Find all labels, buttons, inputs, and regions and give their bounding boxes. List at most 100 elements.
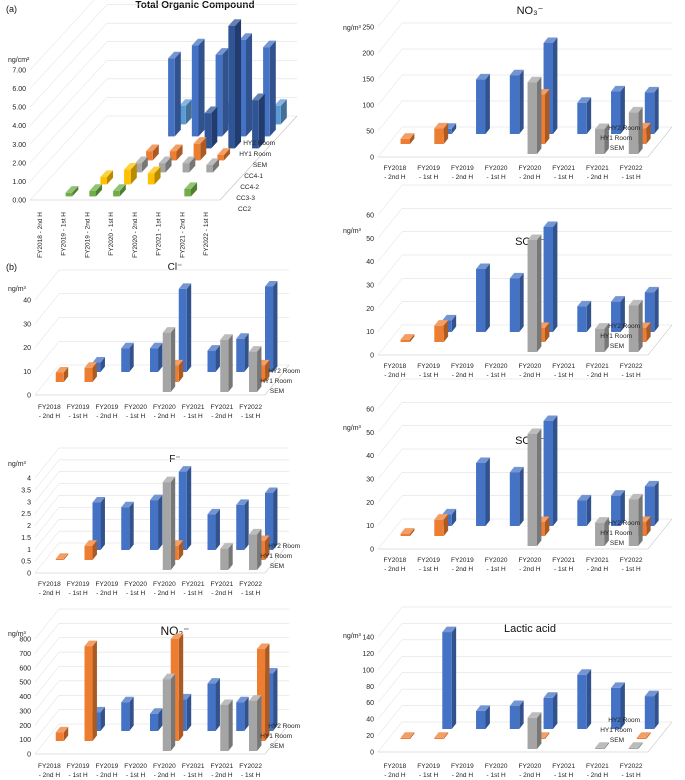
bar-cc3-3 [124, 162, 137, 185]
bar-top [220, 699, 233, 705]
bar-cc2 [89, 184, 103, 197]
bar-front [204, 113, 212, 149]
bar-cc4-2 [158, 156, 172, 173]
bar-side [213, 158, 220, 173]
bar-side [519, 69, 524, 134]
bar-top [215, 48, 229, 55]
bar-top [207, 678, 220, 684]
bar-side [410, 528, 415, 536]
bar-hy2-room [644, 86, 659, 134]
bar-sem [162, 673, 176, 751]
bar-side [451, 508, 457, 526]
y-tick-label: 0 [370, 547, 374, 554]
y-tick-label: 400 [19, 694, 31, 701]
series-label: HY1 Room [600, 727, 632, 734]
y-tick-label: 200 [19, 723, 31, 730]
gridline-side [377, 22, 403, 54]
bar-front [400, 737, 410, 739]
chart-lactic-acid: Lactic acid ng/m³ 0 20 40 60 80 100 120 140 FY2018… [343, 606, 673, 779]
bar-top [628, 106, 643, 113]
bar-side [141, 156, 148, 173]
bar-front [476, 463, 486, 526]
gridline-side [377, 639, 403, 671]
bar-top [207, 345, 220, 351]
bar-front [476, 269, 486, 332]
bar-front [595, 747, 605, 749]
series-label: HY1 Room [600, 333, 632, 340]
bar-side [265, 359, 270, 382]
x-tick-label: FY2021- 1st H [182, 581, 205, 597]
bar-hy1-room [434, 122, 449, 144]
bar-side [186, 693, 192, 731]
bar-hy2-room [121, 696, 134, 731]
x-tick-label: FY2018- 2nd H [383, 363, 406, 379]
y-tick-label: 100 [362, 667, 374, 674]
bar-hy2-room [236, 696, 249, 731]
bar-top [207, 508, 220, 515]
y-tick-label: 2.5 [21, 511, 31, 518]
bar-top [644, 480, 659, 487]
x-tick-label: FY2021- 2nd H [586, 363, 609, 379]
bar-top [84, 640, 97, 647]
x-tick-label: FY2018 - 2nd H [37, 212, 44, 258]
bar-top [442, 314, 457, 321]
bar-top [150, 342, 163, 349]
bar-front [179, 105, 186, 125]
bar-front [228, 25, 235, 149]
bar-front [215, 54, 223, 137]
gridline-side [34, 364, 60, 396]
bar-side [646, 122, 651, 144]
chart-title: Cl⁻ [168, 262, 183, 273]
bar-hy2-room [178, 466, 192, 550]
bar-top [434, 514, 449, 520]
bar-side [646, 732, 651, 739]
series-label: HY1 Room [239, 151, 271, 158]
bar-sem [252, 93, 265, 149]
bar-front [191, 45, 199, 137]
bar-hy2-room [476, 705, 490, 729]
bar-front [636, 737, 647, 739]
y-tick-label: 60 [366, 213, 374, 220]
bar-top [434, 320, 449, 326]
bar-side [107, 170, 114, 185]
bar-side [638, 493, 643, 546]
bar-side [451, 314, 457, 332]
bar-front [84, 646, 93, 741]
bar-sem [628, 106, 643, 154]
gridline-side [377, 100, 403, 132]
series-label: CC4-1 [244, 173, 263, 180]
bar-sem [527, 234, 542, 352]
bar-top [628, 299, 643, 306]
bar-side [654, 690, 659, 729]
bar-front [476, 79, 486, 134]
bar-sem [595, 517, 609, 546]
x-tick-label: FY2020- 1st H [124, 581, 147, 597]
chart-title: NO₃⁻ [517, 5, 544, 17]
bar-front [628, 747, 639, 749]
chart-title: Total Organic Compound [135, 0, 254, 11]
bar-top [636, 732, 651, 738]
y-axis-unit: ng/cm² [8, 57, 30, 64]
bar-front [84, 367, 93, 382]
bar-front [434, 325, 444, 342]
bar-sem [527, 712, 542, 749]
y-axis-unit: ng/m³ [343, 228, 362, 235]
bar-hy1-room [55, 553, 69, 560]
bar-side [620, 682, 625, 729]
bar-top [92, 497, 105, 503]
bar-top [434, 122, 449, 129]
bar-side [191, 182, 198, 197]
bar-top [169, 144, 183, 152]
y-tick-label: 600 [19, 665, 31, 672]
bar-front [113, 190, 120, 197]
bar-top [124, 162, 137, 170]
bar-hy2-room [150, 494, 163, 550]
bar-hy2-room [476, 73, 490, 134]
bar-front [55, 372, 64, 382]
bar-front [124, 169, 131, 185]
floor-edge-side [219, 115, 298, 201]
bar-top [236, 333, 249, 339]
gridline-side [377, 672, 403, 703]
bar-hy2-room [476, 263, 490, 332]
bar-side [129, 342, 134, 372]
